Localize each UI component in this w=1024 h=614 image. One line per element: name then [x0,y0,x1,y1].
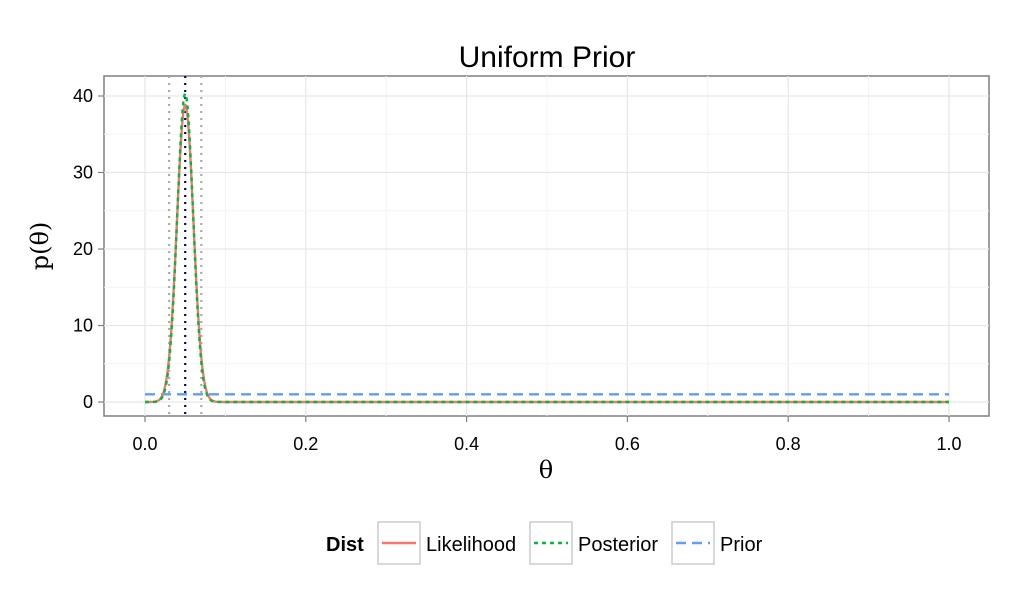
grid-lines [104,76,989,416]
legend-label-likelihood: Likelihood [426,534,516,556]
x-tick-label: 1.0 [936,434,961,454]
x-tick-label: 0.6 [615,434,640,454]
legend-label-posterior: Posterior [578,534,658,556]
x-tick-label: 0.2 [293,434,318,454]
x-axis: 0.0 0.2 0.4 0.6 0.8 1.0 [132,416,962,454]
y-tick-label: 40 [73,86,93,106]
series-line-posterior [145,91,949,404]
x-tick-label: 0.4 [454,434,479,454]
series-lines [145,91,949,404]
legend-label-prior: Prior [720,534,763,556]
reference-lines [168,76,203,416]
y-tick-label: 30 [73,163,93,183]
y-axis-label: p(θ) [26,222,54,271]
x-axis-label: θ [539,456,553,484]
y-tick-label: 0 [83,392,93,412]
y-tick-label: 10 [73,316,93,336]
y-axis: 0 10 20 30 40 [73,86,104,412]
legend: Dist Likelihood Posterior Prior [326,521,763,565]
x-tick-label: 0.8 [776,434,801,454]
plot-panel [103,75,990,417]
x-tick-label: 0.0 [132,434,157,454]
y-tick-label: 20 [73,239,93,259]
legend-title: Dist [326,534,364,556]
chart-title: Uniform Prior [459,41,636,74]
